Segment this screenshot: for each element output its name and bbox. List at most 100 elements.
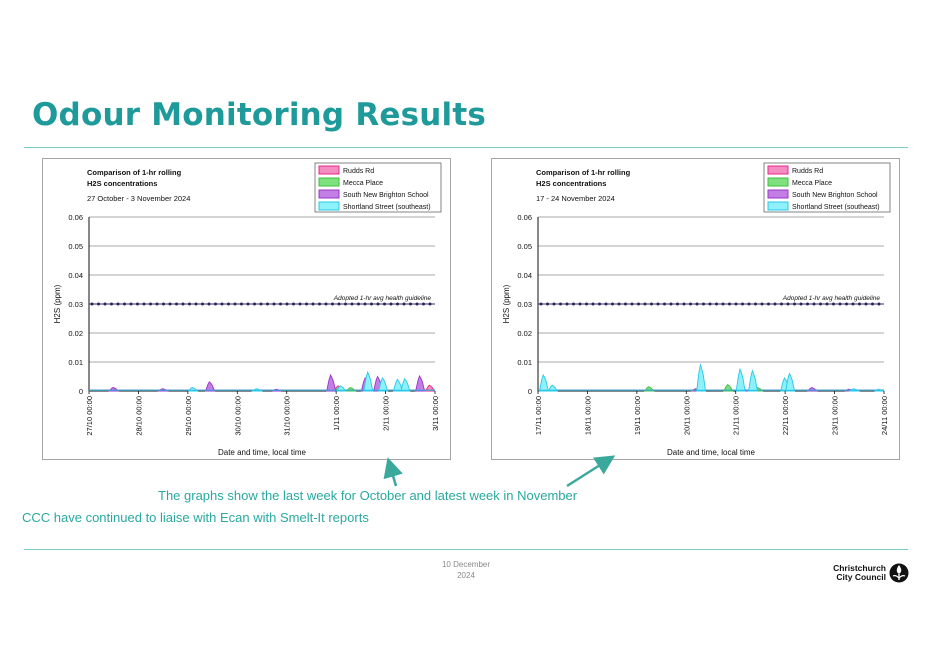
chart1-xtick-label-3: 20/11 00:00 — [682, 396, 691, 435]
chart1-guideline-markers — [539, 302, 881, 306]
chart0-guideline-marker-2 — [103, 302, 107, 306]
chart0-legend-label-2: South New Brighton School — [343, 192, 429, 199]
chart0-guideline-marker-40 — [350, 302, 354, 306]
chart0-ytick-label-5: 0.01 — [68, 358, 83, 367]
title-divider — [24, 147, 908, 148]
chart0-ytick-label-3: 0.03 — [68, 300, 83, 309]
chart0-guideline-marker-44 — [376, 302, 380, 306]
chart0-xtick-label-5: 1/11 00:00 — [332, 396, 341, 431]
chart1-guideline-marker-50 — [864, 302, 868, 306]
chart1-guideline-marker-33 — [754, 302, 757, 306]
chart0-guideline-marker-31 — [292, 302, 295, 306]
chart0-legend-swatch-3 — [318, 201, 340, 211]
chart1-guideline-marker-26 — [708, 302, 712, 306]
chart1-series-3-peak-6 — [785, 372, 796, 392]
chart1-guideline-marker-27 — [715, 302, 718, 306]
chart0-guideline-marker-19 — [214, 302, 217, 306]
chart1-guideline-marker-11 — [611, 302, 614, 306]
chart1-guideline-marker-12 — [617, 302, 621, 306]
chart1-guideline-marker-25 — [702, 302, 705, 306]
chart1-legend-label-1: Mecca Place — [792, 180, 832, 187]
chart0-guideline-marker-14 — [181, 302, 185, 306]
chart1-guideline-marker-17 — [650, 302, 653, 306]
chart1-guideline-marker-24 — [695, 302, 699, 306]
chart0-ytick-label-4: 0.02 — [68, 329, 83, 338]
chart1-series-1-peak-1 — [723, 384, 734, 392]
footer-date: 10 December 2024 — [434, 559, 498, 581]
chart1-ytick-label-2: 0.04 — [517, 271, 532, 280]
chart0-guideline-marker-4 — [116, 302, 120, 306]
chart1-guideline-marker-18 — [656, 302, 660, 306]
chart1-guideline-marker-45 — [832, 302, 835, 306]
chart0-guideline-marker-39 — [344, 302, 347, 306]
chart0-guideline-marker-49 — [409, 302, 412, 306]
chart0-guideline-markers — [90, 302, 432, 306]
chart1-ylabel: H2S (ppm) — [502, 284, 511, 323]
chart0-guideline-marker-42 — [363, 302, 367, 306]
chart0-series-2-peak-4 — [326, 373, 337, 392]
chart1-series-3-peak-4 — [748, 369, 759, 392]
chart0-guideline-marker-35 — [318, 302, 321, 306]
chart0-guideline-marker-50 — [415, 302, 419, 306]
chart0-series-3-peak-2 — [335, 385, 347, 392]
chart0-guideline-marker-34 — [311, 302, 315, 306]
chart0-ytick-label-6: 0 — [79, 387, 83, 396]
chart0-guideline-marker-13 — [175, 302, 178, 306]
chart1-guideline-marker-34 — [760, 302, 764, 306]
chart0-xtick-label-2: 29/10 00:00 — [184, 396, 193, 436]
chart1-guideline-marker-43 — [819, 302, 822, 306]
chart0-guideline-marker-7 — [136, 302, 139, 306]
chart1-legend-label-0: Rudds Rd — [792, 168, 823, 175]
chart0-xtick-label-7: 3/11 00:00 — [431, 396, 440, 431]
chart1-xtick-label-6: 23/11 00:00 — [831, 396, 840, 435]
chart1-guideline-marker-29 — [728, 302, 731, 306]
chart0-legend-swatch-0 — [318, 165, 340, 175]
chart1-series-3-peak-3 — [735, 367, 746, 392]
chart1-title-line1: Comparison of 1-hr rolling — [536, 168, 631, 177]
chart-november-svg: Comparison of 1-hr rolling H2S concentrat… — [502, 162, 891, 457]
chart1-guideline-marker-42 — [812, 302, 816, 306]
chart1-series-3-peak-1 — [547, 384, 559, 392]
chart1-guideline-marker-23 — [689, 302, 692, 306]
chart0-ytick-label-2: 0.04 — [68, 271, 83, 280]
chart1-xtick-label-2: 19/11 00:00 — [633, 396, 642, 435]
chart0-legend-label-0: Rudds Rd — [343, 168, 374, 175]
chart1-guideline-marker-49 — [858, 302, 861, 306]
ccc-logo: Christchurch City Council — [832, 563, 912, 585]
footer-date-line2: 2024 — [457, 571, 475, 580]
chart1-guideline-marker-51 — [871, 302, 874, 306]
chart1-guideline-marker-5 — [572, 302, 575, 306]
chart0-guideline-marker-1 — [97, 302, 100, 306]
chart0-guideline-marker-9 — [149, 302, 152, 306]
chart1-guideline-marker-21 — [676, 302, 679, 306]
chart1-guideline-marker-2 — [552, 302, 556, 306]
chart0-legend: Rudds Rd Mecca Place South New Brighton Sc… — [314, 162, 442, 213]
chart1-guideline-marker-39 — [793, 302, 796, 306]
chart0-legend-swatch-2 — [318, 189, 340, 199]
chart0-ytick-label-1: 0.05 — [68, 242, 83, 251]
chart0-guideline-marker-29 — [279, 302, 282, 306]
chart0-guideline-marker-3 — [110, 302, 113, 306]
chart1-guideline-marker-1 — [546, 302, 549, 306]
chart0-guideline-marker-30 — [285, 302, 289, 306]
chart0-xlabel: Date and time, local time — [218, 448, 307, 457]
chart0-guideline-marker-37 — [331, 302, 334, 306]
chart0-xtick-label-3: 30/10 00:00 — [233, 396, 242, 436]
chart0-guideline-marker-5 — [123, 302, 126, 306]
chart1-guideline-marker-20 — [669, 302, 673, 306]
chart0-subtitle: 27 October - 3 November 2024 — [87, 194, 190, 203]
chart0-guideline-marker-46 — [389, 302, 393, 306]
chart0-guideline-marker-51 — [422, 302, 425, 306]
chart1-guideline-marker-4 — [565, 302, 569, 306]
chart1-ytick-label-0: 0.06 — [517, 213, 532, 222]
footer-date-line1: 10 December — [441, 560, 491, 569]
chart0-series-2-peak-7 — [415, 374, 426, 392]
chart0-guideline-marker-21 — [227, 302, 230, 306]
chart0-series-0-peak-4 — [424, 384, 436, 392]
chart1-ytick-label-1: 0.05 — [517, 242, 532, 251]
chart1-guideline-label: Adopted 1-hr avg health guideline — [782, 295, 881, 302]
caption-graphs-description: The graphs show the last week for Octobe… — [158, 488, 578, 503]
chart0-guideline-marker-15 — [188, 302, 191, 306]
chart0-series-3-peak-4 — [378, 376, 389, 392]
chart0-guideline-marker-23 — [240, 302, 243, 306]
